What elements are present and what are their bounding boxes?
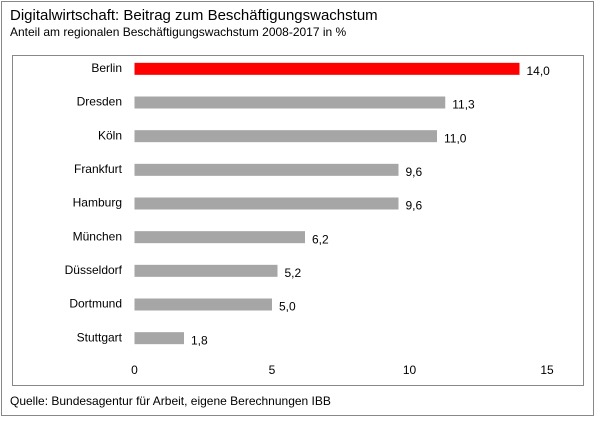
value-label: 9,6 bbox=[406, 165, 423, 179]
x-tick-label: 0 bbox=[131, 363, 138, 377]
y-tick-label: Dortmund bbox=[69, 297, 122, 311]
bar bbox=[134, 298, 272, 311]
bar bbox=[134, 96, 446, 109]
x-tick-label: 15 bbox=[540, 363, 554, 377]
value-label: 5,0 bbox=[279, 300, 296, 314]
y-tick-label: Dresden bbox=[77, 95, 122, 109]
value-label: 6,2 bbox=[312, 232, 329, 246]
y-tick-label: München bbox=[73, 229, 122, 243]
y-tick-label: Hamburg bbox=[73, 196, 122, 210]
value-label: 1,8 bbox=[191, 333, 208, 347]
y-tick-label: Stuttgart bbox=[77, 330, 123, 344]
y-tick-label: Köln bbox=[98, 128, 122, 142]
plot-frame bbox=[12, 55, 584, 386]
bar bbox=[134, 163, 399, 176]
value-label: 11,3 bbox=[452, 98, 475, 112]
value-label: 14,0 bbox=[527, 64, 551, 78]
source-note: Quelle: Bundesagentur für Arbeit, eigene… bbox=[10, 394, 331, 408]
chart-title: Digitalwirtschaft: Beitrag zum Beschäfti… bbox=[10, 7, 378, 24]
bar bbox=[134, 231, 305, 244]
bar bbox=[134, 332, 184, 345]
y-tick-label: Frankfurt bbox=[74, 162, 123, 176]
y-tick-label: Berlin bbox=[91, 61, 122, 75]
value-label: 11,0 bbox=[444, 131, 467, 145]
bar bbox=[134, 130, 437, 143]
y-tick-label: Düsseldorf bbox=[65, 263, 123, 277]
bar bbox=[134, 264, 278, 277]
bar bbox=[134, 62, 520, 75]
x-tick-label: 5 bbox=[269, 363, 276, 377]
x-tick-label: 10 bbox=[403, 363, 417, 377]
chart-subtitle: Anteil am regionalen Beschäftigungswachs… bbox=[10, 25, 347, 39]
value-label: 9,6 bbox=[406, 199, 423, 213]
bar bbox=[134, 197, 399, 210]
value-label: 5,2 bbox=[285, 266, 302, 280]
